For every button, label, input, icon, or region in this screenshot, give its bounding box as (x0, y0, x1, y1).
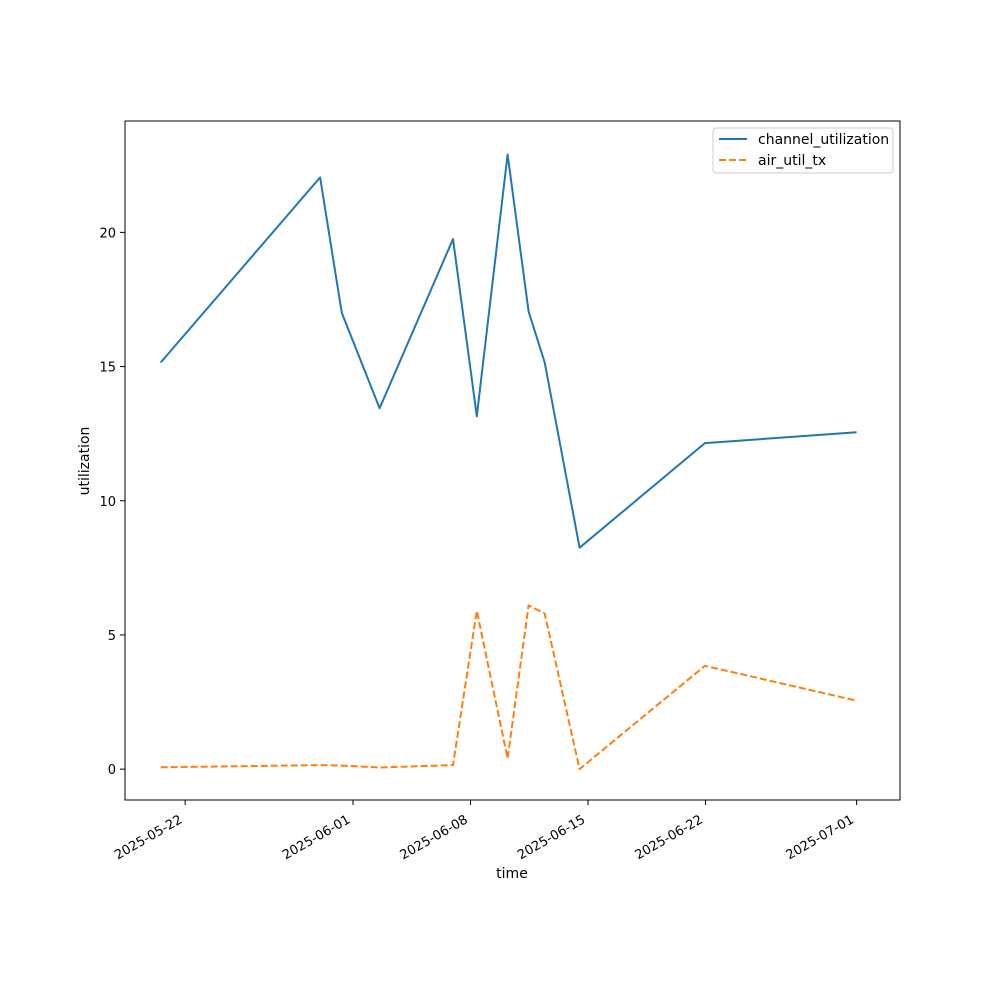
legend: channel_utilization air_util_tx (712, 127, 894, 174)
y-axis: 0 5 10 15 20 (99, 226, 125, 778)
series-line-air-util-tx (160, 604, 857, 771)
y-tick-label: 20 (99, 226, 116, 241)
y-tick-label: 0 (108, 763, 116, 778)
x-tick-label: 2025-06-01 (280, 812, 353, 863)
plot-frame (124, 120, 901, 801)
x-axis: 2025-05-22 2025-06-01 2025-06-08 2025-06-15… (112, 800, 858, 863)
y-axis-label: utilization (77, 427, 93, 496)
y-tick-label: 15 (99, 361, 116, 376)
x-tick-label: 2025-07-01 (784, 812, 857, 863)
plot-area (124, 120, 901, 801)
legend-label: channel_utilization (758, 132, 889, 148)
legend-box (712, 127, 894, 174)
x-tick-label: 2025-06-08 (398, 812, 471, 863)
legend-label: air_util_tx (758, 153, 826, 169)
x-axis-label: time (496, 866, 528, 882)
y-tick-label: 10 (99, 495, 116, 510)
y-tick-label: 5 (108, 629, 116, 644)
x-tick-label: 2025-06-15 (515, 812, 588, 863)
series-line-channel-utilization (159, 153, 857, 549)
x-tick-label: 2025-06-22 (633, 812, 706, 863)
x-tick-label: 2025-05-22 (112, 812, 185, 863)
